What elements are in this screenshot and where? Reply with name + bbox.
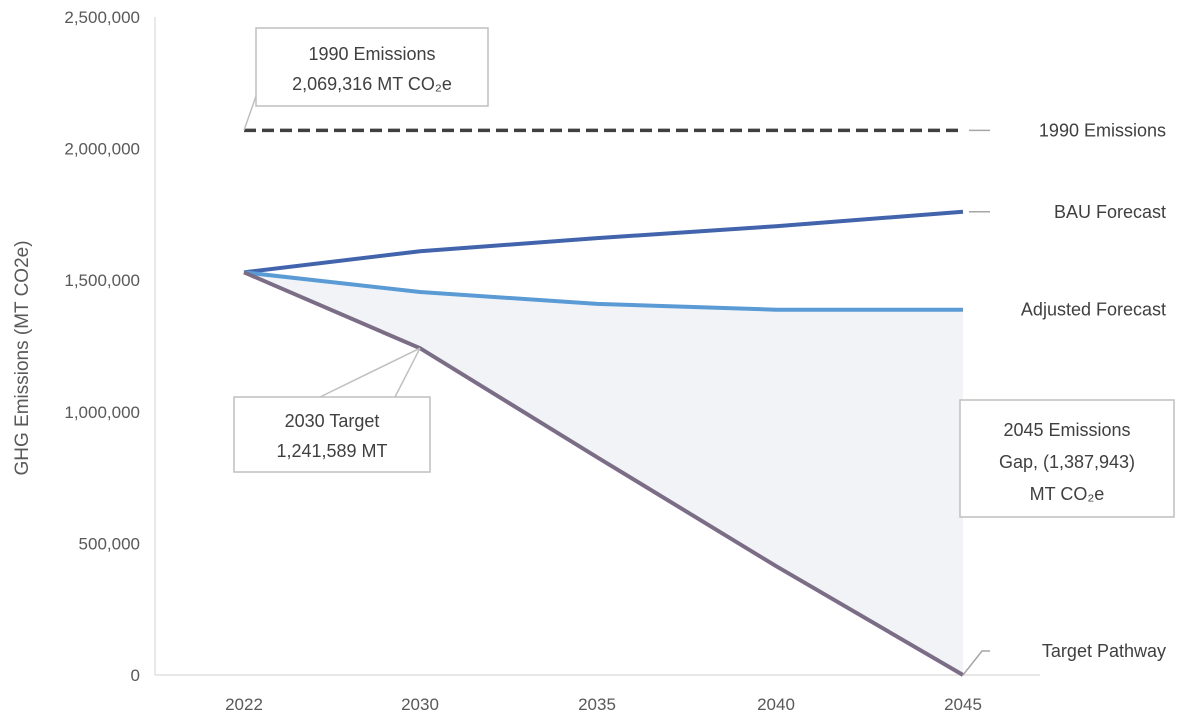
callout-box-2030 [233,396,431,473]
callout-leader [394,347,421,398]
series-end-label: Adjusted Forecast [1021,300,1166,320]
series-end-label: Target Pathway [1042,641,1166,661]
y-tick-label: 2,000,000 [64,140,140,159]
callout-leader [319,347,421,398]
y-tick-label: 0 [131,666,140,685]
axes: 0 500,000 1,000,000 1,500,000 2,000,000 2,500… [12,8,1040,714]
y-tick-label: 2,500,000 [64,8,140,27]
x-tick-label: 2022 [225,695,263,714]
x-tick-label: 2035 [578,695,616,714]
series-line [243,209,964,275]
gap-area [244,272,963,675]
label-leader [962,650,990,676]
annotations: 1990 Emissions 2,069,316 MT CO₂e 2030 Targ… [233,27,1175,518]
callout-box-1990 [255,27,489,107]
series-end-label: BAU Forecast [1054,202,1166,222]
x-tick-label: 2030 [401,695,439,714]
x-tick-label: 2045 [944,695,982,714]
emissions-gap-shading [244,272,963,675]
callout-box-2045 [959,399,1175,518]
y-tick-label: 1,000,000 [64,403,140,422]
series-line [243,270,963,312]
y-axis-title: GHG Emissions (MT CO2e) [12,240,33,475]
callout-text-2045: Gap, (1,387,943) [999,452,1135,472]
series-lines [243,128,965,677]
x-tick-label: 2040 [757,695,795,714]
y-tick-label: 500,000 [79,534,140,553]
series-line [243,270,965,677]
series-end-label: 1990 Emissions [1039,120,1166,140]
callout-text-2045: 2045 Emissions [1003,420,1130,440]
callout-text-2030: 2030 Target [285,411,380,431]
callout-text-2045: MT CO₂e [1030,484,1105,504]
series-labels: 1990 Emissions BAU Forecast Adjusted Forec… [962,120,1166,676]
callout-text-1990: 2,069,316 MT CO₂e [292,74,452,94]
callout-text-1990: 1990 Emissions [308,44,435,64]
y-tick-label: 1,500,000 [64,271,140,290]
callout-text-2030: 1,241,589 MT [276,441,387,461]
